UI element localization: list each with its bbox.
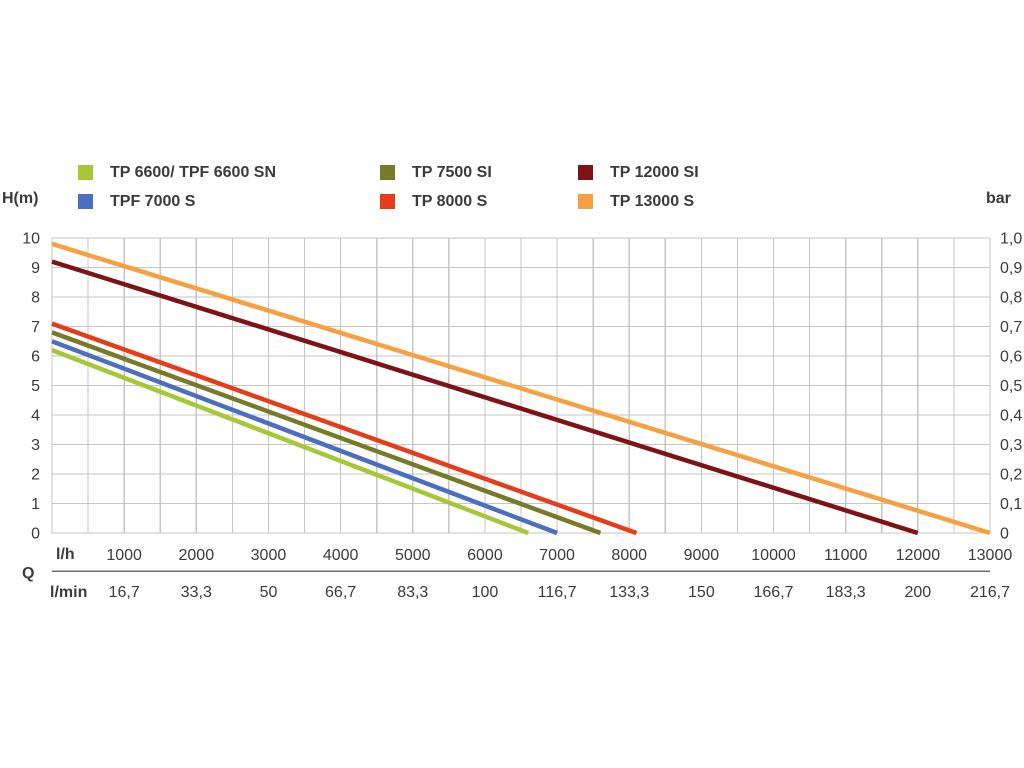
svg-text:8: 8 [31, 290, 40, 307]
legend-item-tp12000: TP 12000 SI [578, 162, 699, 183]
x-axis-label-q: Q [22, 565, 35, 582]
svg-text:0,4: 0,4 [1000, 408, 1022, 425]
legend-label: TP 12000 SI [610, 163, 699, 181]
svg-text:7000: 7000 [539, 547, 575, 564]
legend-swatch-maroon [578, 165, 593, 180]
svg-text:0,3: 0,3 [1000, 437, 1022, 454]
svg-text:0: 0 [31, 526, 40, 543]
x-axis-label-lh: l/h [56, 546, 75, 563]
svg-text:0,1: 0,1 [1000, 496, 1022, 513]
svg-text:1: 1 [31, 496, 40, 513]
legend-label: TPF 7000 S [110, 192, 196, 210]
svg-text:0,5: 0,5 [1000, 378, 1022, 395]
svg-text:11000: 11000 [824, 547, 867, 564]
svg-text:0: 0 [1000, 526, 1009, 543]
legend-label: TP 7500 SI [412, 163, 492, 181]
svg-text:33,3: 33,3 [181, 584, 212, 601]
svg-text:0,2: 0,2 [1000, 467, 1022, 484]
legend-swatch-orange [578, 194, 593, 209]
svg-text:1000: 1000 [106, 547, 142, 564]
legend-item-tp13000: TP 13000 S [578, 191, 699, 212]
svg-text:9000: 9000 [684, 547, 720, 564]
svg-text:5: 5 [31, 378, 40, 395]
legend-column-1: TP 6600/ TPF 6600 SN TPF 7000 S [78, 162, 276, 220]
svg-text:183,3: 183,3 [826, 584, 866, 601]
svg-text:5000: 5000 [395, 547, 431, 564]
svg-text:116,7: 116,7 [538, 584, 577, 601]
svg-text:0,9: 0,9 [1000, 260, 1022, 277]
svg-text:1,0: 1,0 [1000, 231, 1022, 248]
legend-item-tpf7000: TPF 7000 S [78, 191, 276, 212]
svg-text:9: 9 [31, 260, 40, 277]
legend-label: TP 8000 S [412, 192, 488, 210]
y-axis-title-left: H(m) [2, 190, 39, 207]
svg-text:66,7: 66,7 [325, 584, 356, 601]
svg-text:2: 2 [31, 467, 40, 484]
svg-text:100: 100 [472, 584, 499, 601]
svg-text:16,7: 16,7 [109, 584, 140, 601]
svg-text:150: 150 [688, 584, 715, 601]
legend-label: TP 6600/ TPF 6600 SN [110, 163, 277, 181]
svg-text:83,3: 83,3 [397, 584, 428, 601]
legend-column-2: TP 7500 SI TP 8000 S [380, 162, 492, 220]
svg-text:216,7: 216,7 [970, 584, 1010, 601]
legend-swatch-green [78, 165, 93, 180]
legend-item-tp8000: TP 8000 S [380, 191, 492, 212]
svg-text:7: 7 [31, 319, 40, 336]
svg-text:0,6: 0,6 [1000, 349, 1022, 366]
svg-text:133,3: 133,3 [609, 584, 649, 601]
svg-text:4000: 4000 [323, 547, 359, 564]
svg-text:12000: 12000 [896, 547, 941, 564]
svg-text:0,8: 0,8 [1000, 290, 1022, 307]
svg-text:6: 6 [31, 349, 40, 366]
legend-swatch-blue [78, 194, 93, 209]
y-axis-title-right: bar [986, 190, 1011, 207]
x-axis-label-lmin: l/min [50, 584, 88, 601]
legend-item-tp6600: TP 6600/ TPF 6600 SN [78, 162, 276, 183]
svg-text:50: 50 [260, 584, 278, 601]
svg-text:200: 200 [904, 584, 931, 601]
legend-swatch-olive [380, 165, 395, 180]
legend-item-tp7500: TP 7500 SI [380, 162, 492, 183]
svg-text:8000: 8000 [611, 547, 647, 564]
legend-column-3: TP 12000 SI TP 13000 S [578, 162, 699, 220]
svg-text:3000: 3000 [251, 547, 287, 564]
svg-text:4: 4 [31, 408, 40, 425]
svg-text:3: 3 [31, 437, 40, 454]
svg-text:13000: 13000 [968, 547, 1013, 564]
svg-text:166,7: 166,7 [754, 584, 794, 601]
legend-label: TP 13000 S [610, 192, 695, 210]
svg-text:10: 10 [22, 231, 40, 248]
legend-swatch-red [380, 194, 395, 209]
svg-text:10000: 10000 [751, 547, 796, 564]
svg-text:6000: 6000 [467, 547, 503, 564]
svg-text:0,7: 0,7 [1000, 319, 1022, 336]
svg-text:2000: 2000 [179, 547, 215, 564]
